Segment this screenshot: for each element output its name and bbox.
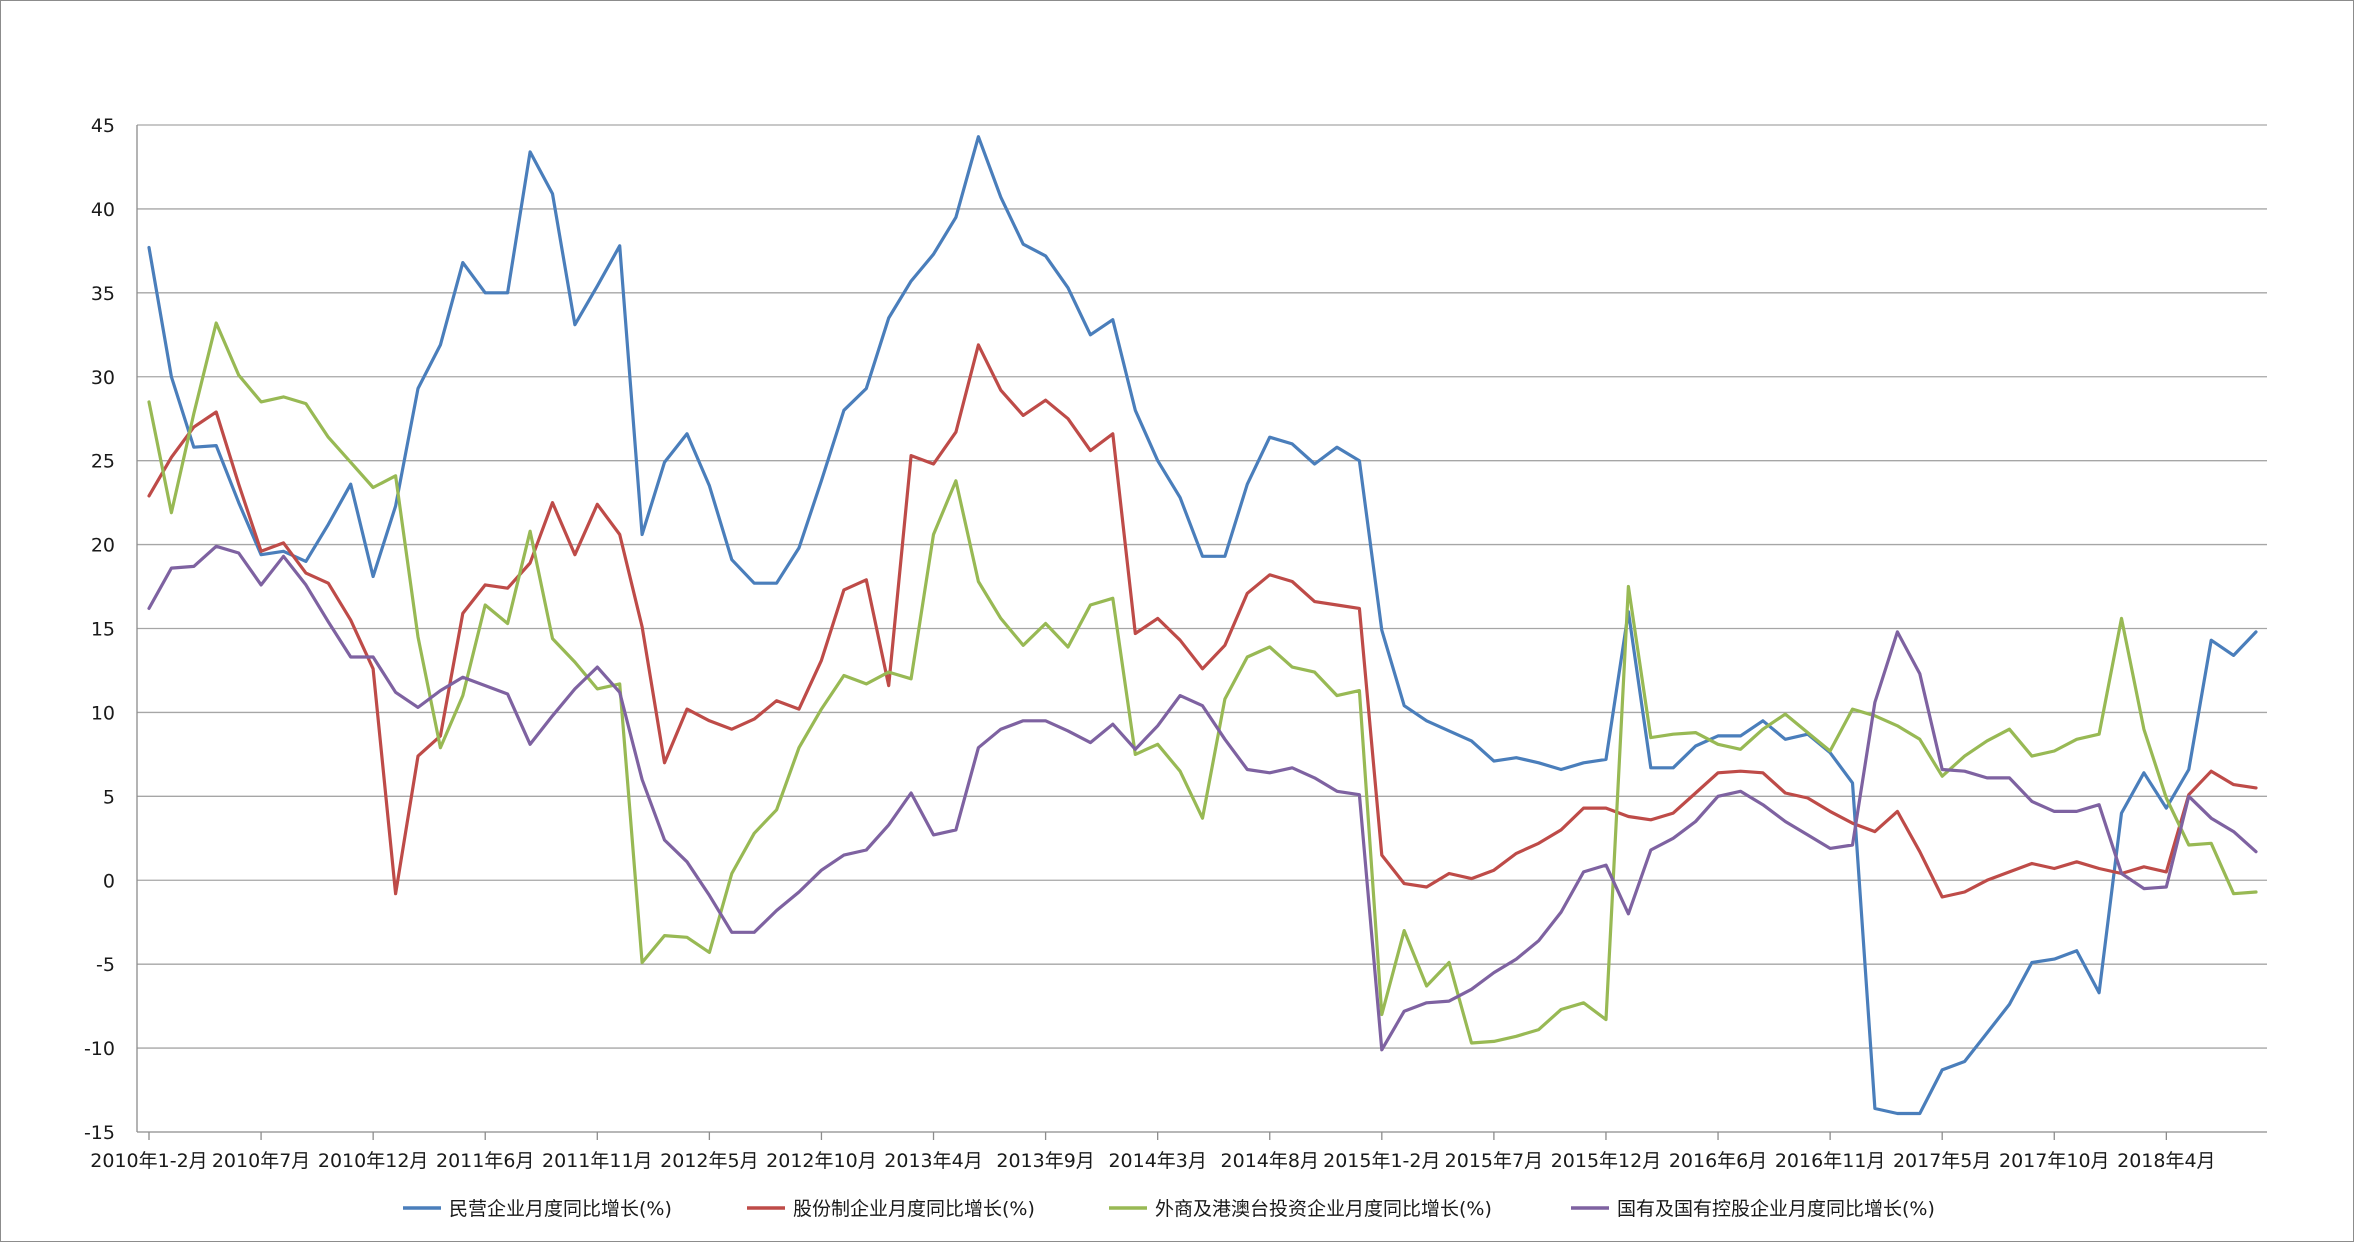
x-tick-label: 2011年11月	[542, 1150, 653, 1172]
y-tick-label: 20	[91, 535, 115, 557]
x-tick-label: 2010年1-2月	[90, 1150, 207, 1172]
series-line-3	[147, 321, 2258, 1045]
x-tick-label: 2012年5月	[660, 1150, 758, 1172]
x-tick-label: 2015年7月	[1445, 1150, 1543, 1172]
x-tick-label: 2012年10月	[766, 1150, 877, 1172]
x-tick-label: 2011年6月	[436, 1150, 534, 1172]
x-tick-label: 2015年1-2月	[1323, 1150, 1440, 1172]
y-tick-label: 5	[103, 786, 115, 808]
y-tick-label: 40	[91, 199, 115, 221]
x-tick-label: 2016年11月	[1775, 1150, 1886, 1172]
y-tick-label: 35	[91, 283, 115, 305]
x-tick-label: 2015年12月	[1551, 1150, 1662, 1172]
x-tick-label: 2017年10月	[1999, 1150, 2110, 1172]
x-tick-label: 2010年7月	[212, 1150, 310, 1172]
x-axis-tick-labels: 2010年1-2月 2010年7月 2010年12月 2011年6月 2011年11月 2…	[90, 1150, 2215, 1172]
x-tick-label: 2018年4月	[2117, 1150, 2215, 1172]
legend-label: 国有及国有控股企业月度同比增长(%)	[1617, 1198, 1935, 1220]
y-tick-label: 45	[91, 115, 115, 137]
series-line-2	[147, 343, 2258, 899]
series-line-1	[147, 135, 2258, 1116]
legend-label: 外商及港澳台投资企业月度同比增长(%)	[1155, 1198, 1492, 1220]
x-tick-label: 2014年3月	[1108, 1150, 1206, 1172]
x-tick-label: 2014年8月	[1221, 1150, 1319, 1172]
y-tick-label: -10	[84, 1038, 115, 1060]
y-tick-label: -5	[96, 954, 115, 976]
y-tick-label: -15	[84, 1122, 115, 1144]
y-tick-label: 25	[91, 451, 115, 473]
y-tick-label: 0	[103, 870, 115, 892]
legend: 民营企业月度同比增长(%) 股份制企业月度同比增长(%) 外商及港澳台投资企业月度同…	[403, 1198, 1935, 1220]
gridlines	[137, 124, 2267, 1049]
series-line-4	[147, 544, 2258, 1052]
y-tick-label: 15	[91, 619, 115, 641]
legend-label: 民营企业月度同比增长(%)	[449, 1198, 672, 1220]
legend-label: 股份制企业月度同比增长(%)	[793, 1198, 1035, 1220]
y-tick-label: 30	[91, 367, 115, 389]
x-tick-label: 2013年4月	[884, 1150, 982, 1172]
x-tick-label: 2010年12月	[318, 1150, 429, 1172]
x-tick-label: 2016年6月	[1669, 1150, 1767, 1172]
series-lines	[147, 135, 2258, 1116]
x-tick-label: 2013年9月	[996, 1150, 1094, 1172]
axes	[136, 125, 2267, 1140]
x-tick-label: 2017年5月	[1893, 1150, 1991, 1172]
y-tick-label: 10	[91, 702, 115, 724]
y-axis-tick-labels: 45 40 35 30 25 20 15 10 5 0 -5 -10 -15	[84, 115, 115, 1144]
